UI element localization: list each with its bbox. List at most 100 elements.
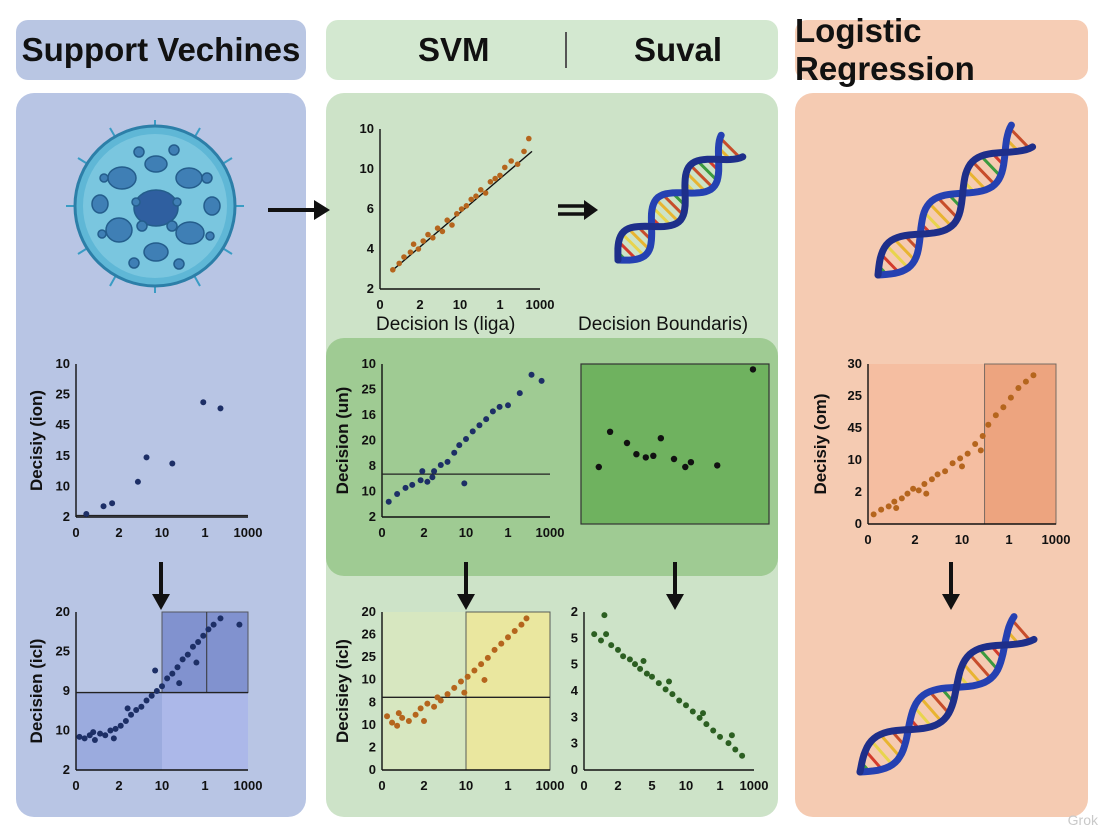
header-suval-label: Suval <box>634 31 723 68</box>
data-point <box>893 505 900 511</box>
x-tick-label: 10 <box>459 778 473 793</box>
data-point <box>431 703 438 710</box>
base-pair <box>880 253 900 274</box>
chart-svm-bottom: 0 2 10 8 10 25 26 20 0 2 10 1 1000 Decisiey (icl) <box>333 604 564 793</box>
data-point <box>483 416 490 423</box>
data-point <box>128 711 135 718</box>
x-tick-label: 10 <box>155 778 169 793</box>
data-point <box>870 511 877 518</box>
data-point <box>189 643 196 650</box>
data-point <box>508 158 514 164</box>
y-tick-label: 6 <box>367 201 374 216</box>
data-point <box>502 164 508 171</box>
data-point <box>498 640 505 647</box>
data-point <box>122 718 129 725</box>
data-point <box>217 615 224 622</box>
data-point <box>655 680 662 687</box>
data-point <box>449 222 455 228</box>
data-point <box>632 661 638 668</box>
plot-area <box>580 363 770 525</box>
base-pair <box>651 206 672 227</box>
y-tick-label: 10 <box>362 356 376 371</box>
data-point <box>487 179 494 185</box>
y-axis-label: Decision (un) <box>333 387 352 495</box>
x-tick-label: 1 <box>716 778 723 793</box>
data-point <box>476 422 483 429</box>
data-point <box>601 612 608 619</box>
y-tick-label: 2 <box>369 509 376 524</box>
data-point <box>637 665 644 672</box>
data-point <box>591 631 598 638</box>
data-point <box>193 659 200 666</box>
y-axis-label: Decisiey (icl) <box>333 639 352 743</box>
data-point <box>687 459 695 466</box>
y-axis-label: Decisiy (om) <box>811 393 830 494</box>
base-pair <box>913 706 933 728</box>
data-point <box>676 697 683 704</box>
data-point <box>431 468 438 475</box>
y-tick-label: 45 <box>56 417 70 432</box>
data-point <box>972 441 979 447</box>
data-point <box>626 656 633 663</box>
data-point <box>979 433 986 439</box>
data-point <box>179 656 186 663</box>
x-tick-label: 0 <box>864 532 871 547</box>
y-tick-label: 10 <box>362 717 376 732</box>
data-point <box>412 711 419 718</box>
data-point <box>949 460 956 467</box>
y-tick-label: 20 <box>362 604 376 619</box>
y-axis-label: Decisiy (ion) <box>27 390 46 491</box>
data-point <box>603 631 610 638</box>
data-point <box>538 377 545 384</box>
x-tick-label: 10 <box>955 532 969 547</box>
data-point <box>1022 378 1029 385</box>
y-tick-label: 10 <box>360 121 374 136</box>
base-pair <box>893 237 916 262</box>
y-tick-label: 2 <box>63 509 70 524</box>
data-point <box>424 478 431 485</box>
cell-illustration <box>66 120 244 293</box>
y-tick-label: 4 <box>367 241 375 256</box>
x-tick-label: 1000 <box>526 297 555 312</box>
x-tick-label: 2 <box>420 778 427 793</box>
y-tick-label: 3 <box>571 736 578 751</box>
helix <box>856 613 1038 776</box>
data-point <box>102 732 109 739</box>
x-tick-label: 0 <box>378 778 385 793</box>
data-point <box>463 203 470 209</box>
data-point <box>491 646 498 653</box>
data-point <box>891 498 898 505</box>
data-point <box>395 710 402 717</box>
data-point <box>640 657 647 664</box>
y-tick-label: 30 <box>848 356 862 371</box>
x-tick-label: 10 <box>155 525 169 540</box>
y-tick-label: 45 <box>848 420 862 435</box>
data-point <box>468 196 474 203</box>
data-point <box>1015 385 1022 391</box>
data-point <box>461 689 468 696</box>
data-point <box>657 435 665 442</box>
data-point <box>217 405 224 412</box>
x-tick-label: 2 <box>420 525 427 540</box>
y-tick-label: 10 <box>362 672 376 687</box>
data-point <box>138 703 145 710</box>
cell-organelles <box>91 144 221 270</box>
data-point <box>112 725 119 732</box>
data-point <box>749 366 757 373</box>
data-point <box>457 678 464 685</box>
strand <box>856 635 1038 776</box>
x-tick-label: 1000 <box>1042 532 1071 547</box>
y-axis-label: Decisien (icl) <box>27 639 46 744</box>
base-pair <box>870 739 894 766</box>
data-point <box>174 664 181 671</box>
data-point <box>650 452 657 459</box>
base-pair <box>961 662 983 685</box>
data-point <box>608 642 615 649</box>
y-tick-label: 10 <box>848 452 862 467</box>
data-point <box>728 732 735 739</box>
base-pair <box>689 164 714 189</box>
data-point <box>484 654 491 661</box>
y-tick-label: 25 <box>56 387 70 402</box>
